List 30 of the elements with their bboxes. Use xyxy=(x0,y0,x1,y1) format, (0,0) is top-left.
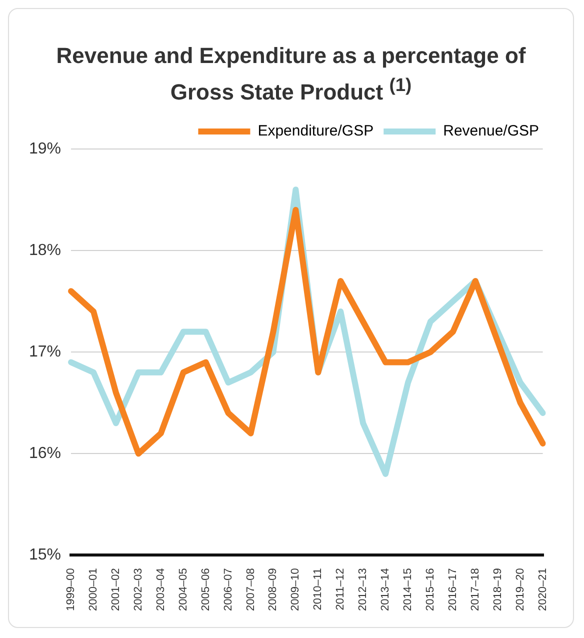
x-tick-label: 2006–07 xyxy=(222,568,234,612)
x-tick-label: 2015–16 xyxy=(424,568,437,612)
x-tick-label: 2013–14 xyxy=(380,568,392,612)
y-tick-label: 19% xyxy=(28,140,62,158)
x-tick-label: 2010–11 xyxy=(312,568,324,611)
x-tick-label: 2019–20 xyxy=(514,568,526,612)
x-tick-label: 2000–01 xyxy=(88,568,100,612)
y-tick-label: 15% xyxy=(28,546,62,564)
y-tick-label: 16% xyxy=(28,445,62,462)
y-tick-label: 17% xyxy=(28,344,62,361)
x-tick-label: 2017–18 xyxy=(469,568,482,612)
chart-title: Revenue and Expenditure as a percentage of Gross State Product $^{(1)}$ xyxy=(55,42,527,106)
x-tick-label: 2018–19 xyxy=(492,568,504,612)
x-tick-label: 2005–06 xyxy=(200,568,212,612)
x-tick-label: 2003–04 xyxy=(154,568,167,612)
legend-label: Expenditure/GSP xyxy=(258,122,374,140)
x-tick-label: 2008–09 xyxy=(267,568,280,612)
y-tick-label: 18% xyxy=(28,242,62,260)
x-tick-label: 2007–08 xyxy=(244,568,257,612)
x-tick-label: 2001–02 xyxy=(110,568,122,612)
x-tick-label: 1999–00 xyxy=(65,568,78,612)
x-tick-label: 2011–12 xyxy=(334,568,347,611)
legend-label: Revenue/GSP xyxy=(443,122,539,140)
x-tick-label: 2009–10 xyxy=(290,568,302,612)
x-tick-label: 2016–17 xyxy=(446,568,459,612)
x-tick-label: 2004–05 xyxy=(177,568,190,612)
x-tick-label: 2020–21 xyxy=(536,568,549,612)
x-tick-label: 2012–13 xyxy=(357,568,370,612)
x-tick-label: 2002–03 xyxy=(132,568,144,612)
x-tick-label: 2014–15 xyxy=(402,568,414,612)
